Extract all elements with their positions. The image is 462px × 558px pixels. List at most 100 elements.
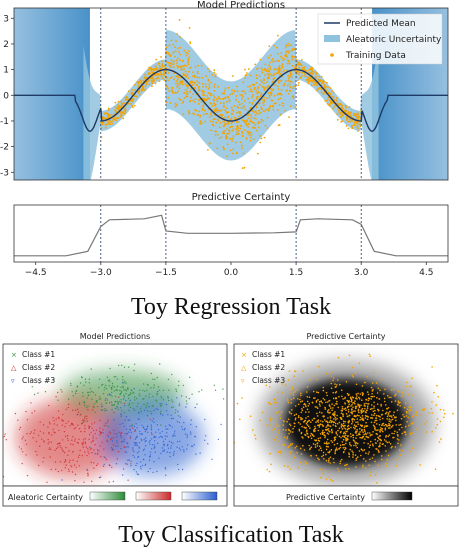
x-tick-label: 4.5 [419, 268, 433, 278]
training-point [252, 126, 254, 128]
class-point [220, 424, 221, 425]
training-point [181, 82, 183, 84]
training-point [278, 88, 280, 90]
certainty-point [327, 452, 329, 454]
class-point [145, 440, 146, 441]
certainty-point [397, 443, 399, 445]
class-point [165, 428, 166, 429]
class-point [6, 439, 7, 440]
certainty-point [288, 433, 290, 435]
certainty-point [367, 437, 369, 439]
training-point [105, 124, 107, 126]
certainty-point [413, 414, 415, 416]
training-point [263, 104, 265, 106]
certainty-point [363, 442, 365, 444]
training-point [249, 119, 251, 121]
training-point [177, 77, 179, 79]
class-point [151, 426, 152, 427]
certainty-point [444, 413, 446, 415]
certainty-point [390, 419, 392, 421]
training-point [226, 155, 228, 157]
certainty-point [291, 402, 293, 404]
training-point [319, 80, 321, 82]
certainty-point [250, 415, 252, 417]
class-point [169, 441, 170, 442]
training-point [341, 116, 343, 118]
certainty-point [371, 393, 373, 395]
certainty-point [359, 431, 361, 433]
certainty-point [354, 441, 356, 443]
class-point [54, 450, 55, 451]
class-point [96, 438, 97, 439]
certainty-point [286, 421, 288, 423]
certainty-point [388, 441, 390, 443]
training-point [217, 119, 219, 121]
training-point [261, 92, 263, 94]
certainty-point [394, 395, 396, 397]
class-point [99, 379, 100, 380]
class-point [50, 449, 51, 450]
class-point [167, 414, 168, 415]
training-point [121, 103, 123, 105]
class-point [132, 455, 133, 456]
certainty-point [409, 412, 411, 414]
certainty-point [334, 383, 336, 385]
certainty-point [393, 433, 395, 435]
training-point [288, 76, 290, 78]
certainty-point [330, 440, 332, 442]
training-point [192, 75, 194, 77]
class-point [121, 399, 122, 400]
training-point [170, 77, 172, 79]
certainty-point [348, 452, 350, 454]
certainty-point [320, 437, 322, 439]
class-point [124, 412, 125, 413]
certainty-point [367, 405, 369, 407]
certainty-point [282, 424, 284, 426]
training-point [172, 92, 174, 94]
class-point [109, 431, 110, 432]
class-point [58, 430, 59, 431]
certainty-point [363, 434, 365, 436]
class-point [68, 421, 69, 422]
class-point [46, 482, 47, 483]
certainty-point [287, 398, 289, 400]
certainty-point [307, 386, 309, 388]
class-point [111, 447, 112, 448]
class-point [93, 435, 94, 436]
certainty-point [330, 416, 332, 418]
training-point [209, 93, 211, 95]
certainty-point [294, 370, 296, 372]
class-point [135, 444, 136, 445]
certainty-point [373, 402, 375, 404]
class-point [21, 448, 22, 449]
training-point [187, 87, 189, 89]
class-point [48, 405, 49, 406]
training-point [215, 108, 217, 110]
certainty-point [330, 457, 332, 459]
certainty-point [331, 422, 333, 424]
training-point [156, 74, 158, 76]
certainty-point [276, 423, 278, 425]
certainty-point [332, 480, 334, 482]
training-point [257, 88, 259, 90]
certainty-point [342, 416, 344, 418]
certainty-title: Predictive Certainty [192, 192, 291, 203]
training-point [233, 128, 235, 130]
certainty-point [410, 407, 412, 409]
training-point [124, 110, 126, 112]
class-point [128, 410, 129, 411]
class-point [151, 429, 152, 430]
certainty-point [352, 452, 354, 454]
class-point [128, 446, 129, 447]
class-point [121, 392, 122, 393]
training-point [285, 51, 287, 53]
training-point [354, 124, 356, 126]
training-point [316, 73, 318, 75]
class-point [146, 390, 147, 391]
training-point [238, 121, 240, 123]
class-point [141, 434, 142, 435]
class-point [86, 469, 87, 470]
certainty-point [365, 411, 367, 413]
class-point [165, 438, 166, 439]
certainty-point [327, 439, 329, 441]
